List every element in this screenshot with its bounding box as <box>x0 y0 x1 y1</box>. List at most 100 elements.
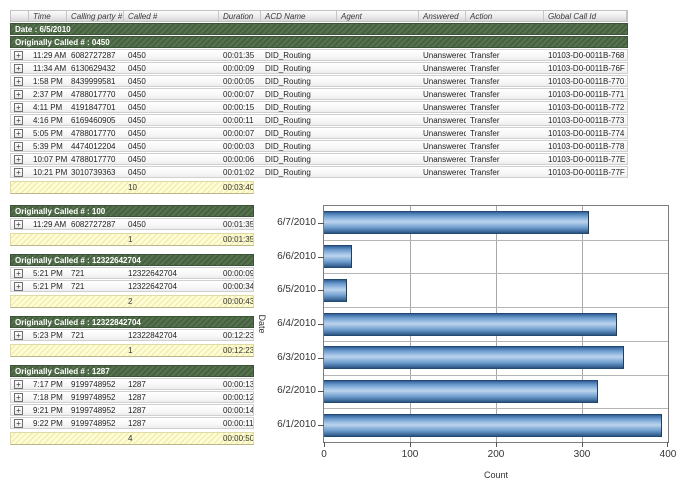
y-axis-title: Date <box>257 314 267 334</box>
cell-calling: 721 <box>71 330 85 340</box>
column-header-called[interactable]: Called # <box>124 11 219 21</box>
cell-duration: 00:00:03 <box>223 141 255 151</box>
cell-called: 0450 <box>128 76 146 86</box>
call-row: +5:05 PM 4788017770 0450 00:00:07 DID_Routin… <box>10 127 628 139</box>
cell-time: 10:21 PM <box>33 167 67 177</box>
call-row: +10:21 PM 3010739363 0450 00:01:02 DID_Routi… <box>10 166 628 178</box>
expand-icon[interactable]: + <box>14 50 23 60</box>
cell-time: 7:18 PM <box>33 392 63 402</box>
expand-cell: + <box>11 141 29 151</box>
expand-icon[interactable]: + <box>14 405 23 415</box>
cell-acd: DID_Routing <box>265 63 311 73</box>
cell-acd: DID_Routing <box>265 167 311 177</box>
cell-called: 12322842704 <box>128 330 177 340</box>
expand-cell: + <box>11 392 29 402</box>
call-row: +11:29 AM 6082727287 0450 00:01:35 <box>10 218 254 230</box>
expand-cell: + <box>11 63 29 73</box>
bar-6-7-2010 <box>324 211 589 234</box>
cell-calling: 4191847701 <box>71 102 116 112</box>
cell-calling: 4788017770 <box>71 89 116 99</box>
expand-cell: + <box>11 281 29 291</box>
expand-icon[interactable]: + <box>14 392 23 402</box>
cell-global_id: 10103-D0-0011B-768 <box>548 50 625 60</box>
expand-icon[interactable]: + <box>14 63 23 73</box>
call-row: +2:37 PM 4788017770 0450 00:00:07 DID_Routin… <box>10 88 628 100</box>
cell-acd: DID_Routing <box>265 154 311 164</box>
column-header-acd-name[interactable]: ACD Name <box>261 11 337 21</box>
expand-icon[interactable]: + <box>14 281 23 291</box>
x-axis-tick <box>410 442 411 447</box>
cell-acd: DID_Routing <box>265 115 311 125</box>
cell-global_id: 10103-D0-0011B-774 <box>548 128 625 138</box>
y-axis-tick <box>318 324 324 325</box>
bar-6-3-2010 <box>324 346 624 369</box>
cell-called: 1287 <box>128 418 146 428</box>
expand-icon[interactable]: + <box>14 128 23 138</box>
cell-time: 4:11 PM <box>33 102 63 112</box>
expand-cell: + <box>11 76 29 86</box>
call-row: +11:29 AM 6082727287 0450 00:01:35 DID_Routi… <box>10 49 628 61</box>
cell-action: Transfer <box>470 102 500 112</box>
column-header-action[interactable]: Action <box>466 11 544 21</box>
expand-cell: + <box>11 154 29 164</box>
x-axis-title: Count <box>483 470 509 480</box>
cell-calling: 6130629432 <box>71 63 116 73</box>
cell-duration: 00:01:35 <box>223 50 255 60</box>
y-axis-tick <box>318 223 324 224</box>
gridline-horizontal <box>324 408 668 409</box>
cell-action: Transfer <box>470 89 500 99</box>
expand-icon[interactable]: + <box>14 102 23 112</box>
call-row: +1:58 PM 8439999581 0450 00:00:05 DID_Routin… <box>10 75 628 87</box>
cell-called: 12322642704 <box>128 268 177 278</box>
expand-icon[interactable]: + <box>14 141 23 151</box>
call-row: +9:22 PM 9199748952 1287 00:00:11 <box>10 417 254 429</box>
column-header-calling-party[interactable]: Calling party # <box>67 11 124 21</box>
cell-called: 0450 <box>128 63 146 73</box>
expand-icon[interactable]: + <box>14 418 23 428</box>
expand-icon[interactable]: + <box>14 268 23 278</box>
column-header-answered[interactable]: Answered <box>419 11 466 21</box>
cell-answered: Unanswered <box>423 141 466 151</box>
cell-duration: 00:00:34 <box>223 281 253 291</box>
cell-calling: 3010739363 <box>71 167 116 177</box>
cell-acd: DID_Routing <box>265 89 311 99</box>
summary-total-duration: 00:00:50 <box>223 434 253 443</box>
expand-icon[interactable]: + <box>14 219 23 229</box>
column-header-time[interactable]: Time <box>29 11 67 21</box>
cell-calling: 6082727287 <box>71 219 116 229</box>
call-row: +5:21 PM 721 12322642704 00:00:34 <box>10 280 254 292</box>
group-summary-row: 1 00:12:23 <box>10 344 254 357</box>
y-axis-tick <box>318 391 324 392</box>
y-axis-label: 6/3/2010 <box>277 352 316 363</box>
expand-icon[interactable]: + <box>14 167 23 177</box>
call-detail-table: Time Calling party # Called # Duration ACD N… <box>10 10 628 194</box>
cell-action: Transfer <box>470 63 500 73</box>
group-header: Originally Called # : 100 <box>10 205 254 217</box>
column-header-global-call-id[interactable]: Global Call Id <box>544 11 627 21</box>
cell-action: Transfer <box>470 50 500 60</box>
expand-icon[interactable]: + <box>14 154 23 164</box>
group-table: Originally Called # : 12322842704 +5:23 P… <box>10 316 256 357</box>
column-header-agent[interactable]: Agent <box>337 11 419 21</box>
summary-total-duration: 00:12:23 <box>223 346 253 355</box>
expand-icon[interactable]: + <box>14 115 23 125</box>
cell-answered: Unanswered <box>423 63 466 73</box>
cell-called: 0450 <box>128 115 146 125</box>
expand-icon[interactable]: + <box>14 379 23 389</box>
cell-global_id: 10103-D0-0011B-77F <box>548 167 625 177</box>
cell-called: 0450 <box>128 154 146 164</box>
column-header-duration[interactable]: Duration <box>219 11 261 21</box>
cell-time: 11:34 AM <box>33 63 67 73</box>
cell-time: 2:37 PM <box>33 89 63 99</box>
cell-duration: 00:00:09 <box>223 268 253 278</box>
group-header: Originally Called # : 1287 <box>10 365 254 377</box>
cell-called: 1287 <box>128 392 146 402</box>
cell-action: Transfer <box>470 141 500 151</box>
cell-time: 5:39 PM <box>33 141 63 151</box>
expand-icon[interactable]: + <box>14 330 23 340</box>
cell-called: 0450 <box>128 89 146 99</box>
expand-icon[interactable]: + <box>14 76 23 86</box>
y-axis-tick <box>318 425 324 426</box>
expand-icon[interactable]: + <box>14 89 23 99</box>
expand-cell: + <box>11 268 29 278</box>
